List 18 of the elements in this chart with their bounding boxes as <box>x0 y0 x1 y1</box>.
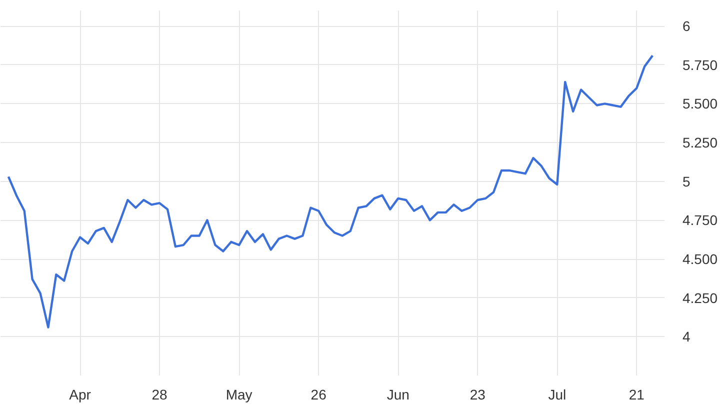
x-tick-label: 21 <box>628 386 645 402</box>
y-tick-label: 5.500 <box>682 96 718 112</box>
x-tick-label: Apr <box>69 386 92 402</box>
y-tick-label: 6 <box>682 18 690 34</box>
x-tick-label: 26 <box>310 386 327 402</box>
y-tick-label: 5 <box>682 173 690 190</box>
line-series <box>7 54 654 328</box>
y-tick-label: 4.250 <box>682 290 718 306</box>
y-tick-label: 4.750 <box>682 212 718 228</box>
y-tick-label: 5.250 <box>682 134 718 151</box>
x-tick-label: Jul <box>548 386 566 402</box>
x-tick-label: 23 <box>470 386 486 402</box>
y-tick-label: 5.750 <box>682 56 718 73</box>
x-tick-label: 28 <box>152 386 168 402</box>
x-tick-label: Jun <box>386 386 410 402</box>
x-tick-label: May <box>226 386 252 402</box>
y-tick-label: 4.500 <box>682 251 718 268</box>
y-tick-label: 4 <box>682 328 690 345</box>
